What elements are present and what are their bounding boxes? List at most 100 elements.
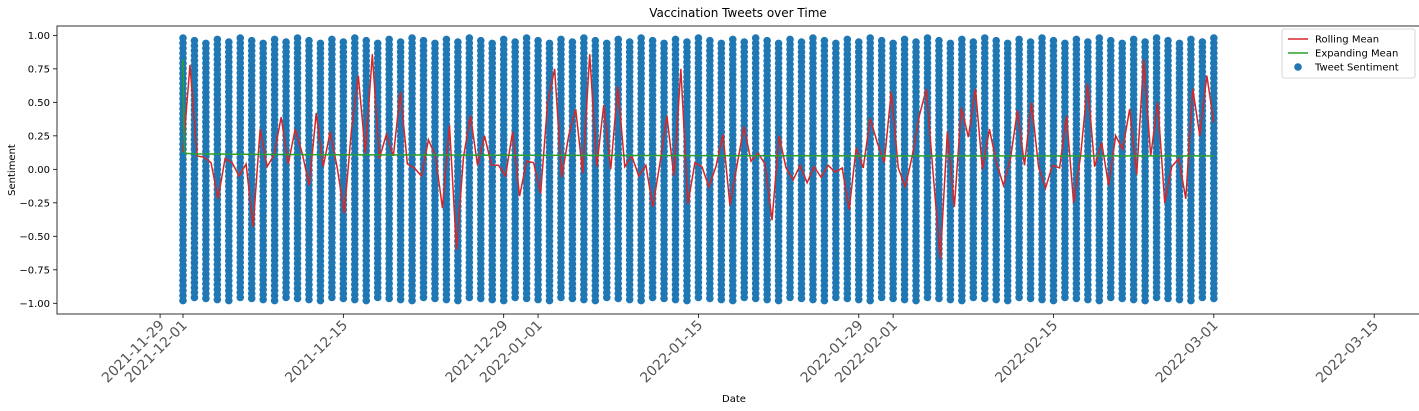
tweet-point: [774, 39, 783, 48]
tweet-point: [946, 39, 955, 48]
tweet-point: [992, 36, 1001, 45]
tweet-point: [202, 39, 210, 48]
tweet-point: [763, 36, 771, 45]
tweet-point: [683, 38, 691, 46]
tweet-point: [213, 35, 222, 44]
tweet-point: [843, 35, 852, 44]
tweet-point: [717, 39, 726, 48]
tweet-point: [728, 35, 737, 44]
tweet-point: [419, 36, 428, 45]
tweet-point: [740, 38, 749, 46]
tweet-point: [1141, 38, 1149, 46]
tweet-point: [522, 34, 531, 42]
tweet-point: [1015, 35, 1023, 44]
tweet-point: [602, 39, 611, 48]
y-tick-label: 1.00: [28, 31, 50, 42]
tweet-point: [1129, 35, 1138, 44]
y-tick-label: −1.00: [19, 299, 50, 310]
tweet-point: [259, 39, 267, 48]
tweet-point: [568, 38, 577, 46]
tweet-point: [980, 34, 989, 42]
x-tick-label: 2022-02-15: [992, 318, 1061, 387]
y-tick-label: 0.75: [28, 64, 50, 75]
y-tick-label: 0.25: [28, 131, 50, 142]
tweet-point: [1061, 39, 1069, 48]
tweet-point: [190, 36, 199, 45]
plot-area: [179, 34, 1218, 305]
tweet-point: [809, 34, 817, 42]
tweet-point: [1072, 35, 1081, 44]
tweet-point: [625, 38, 634, 46]
tweet-point: [305, 36, 313, 45]
y-axis: −1.00 −0.75 −0.50 −0.25 0.00 0.25 0.50 0.75 1.00: [19, 31, 57, 310]
tweet-point: [557, 35, 565, 44]
tweet-point: [1049, 36, 1058, 45]
tweet-point: [969, 38, 978, 46]
tweet-point: [1187, 35, 1195, 44]
tweet-point: [431, 39, 439, 48]
tweet-point: [282, 38, 290, 46]
y-tick-label: 0.50: [28, 98, 50, 109]
tweet-point: [854, 38, 863, 46]
tweet-point: [706, 36, 714, 45]
tweet-point: [580, 34, 588, 42]
tweet-point: [786, 35, 794, 44]
y-tick-label: −0.50: [19, 232, 50, 243]
tweet-point: [923, 34, 932, 42]
series-tweet-sentiment: [179, 34, 1218, 305]
tweet-point: [900, 35, 909, 44]
tweet-point: [1210, 34, 1218, 42]
tweet-point: [225, 38, 233, 46]
tweet-point: [1175, 39, 1184, 48]
tweet-point: [328, 35, 336, 44]
y-tick-label: −0.25: [19, 198, 50, 209]
tweet-point: [648, 36, 657, 45]
tweet-point: [179, 34, 187, 42]
x-tick-label: 2022-03-01: [1153, 318, 1222, 387]
tweet-point: [534, 36, 542, 45]
legend-swatch: [1294, 63, 1302, 71]
tweet-point: [373, 39, 382, 48]
tweet-point: [408, 34, 416, 42]
tweet-point: [866, 34, 875, 42]
tweet-point: [488, 39, 497, 48]
tweet-point: [660, 39, 668, 48]
tweet-point: [1095, 34, 1104, 42]
tweet-point: [1152, 34, 1161, 42]
tweet-point: [270, 35, 279, 44]
tweet-point: [362, 36, 371, 45]
y-tick-label: 0.00: [28, 165, 50, 176]
tweet-point: [671, 35, 680, 44]
tweet-point: [614, 35, 623, 44]
legend-label: Expanding Mean: [1315, 49, 1398, 60]
tweet-point: [545, 39, 554, 48]
tweet-point: [935, 36, 943, 45]
tweet-point: [236, 34, 245, 42]
tweet-point: [293, 34, 302, 42]
tweet-point: [351, 34, 359, 42]
tweet-point: [820, 36, 829, 45]
tweet-point: [339, 38, 348, 46]
tweet-point: [877, 36, 886, 45]
tweet-point: [499, 35, 508, 44]
tweet-point: [832, 39, 840, 48]
tweet-point: [912, 38, 920, 46]
tweet-point: [385, 35, 393, 44]
legend-label: Rolling Mean: [1315, 35, 1379, 46]
tweet-point: [476, 36, 485, 45]
x-tick-label: 2021-12-15: [282, 318, 351, 387]
tweet-point: [247, 36, 256, 45]
x-axis-label: Date: [722, 394, 746, 405]
tweet-point: [1084, 38, 1092, 46]
tweet-point: [511, 38, 519, 46]
y-axis-label: Sentiment: [7, 144, 18, 196]
y-tick-label: −0.75: [19, 265, 50, 276]
tweet-point: [1038, 34, 1046, 42]
x-tick-label: 2022-01-15: [637, 318, 706, 387]
tweet-point: [396, 38, 405, 46]
tweet-point: [1106, 36, 1115, 45]
chart-title: Vaccination Tweets over Time: [649, 6, 827, 20]
tweet-point: [442, 35, 451, 44]
